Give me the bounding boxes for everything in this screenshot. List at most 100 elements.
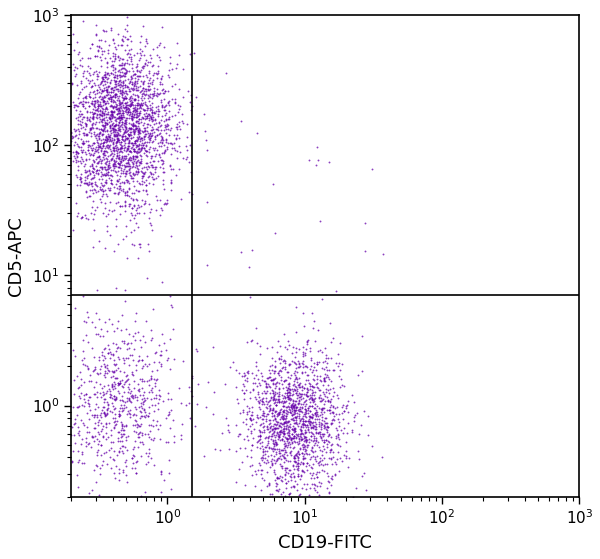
Point — [137, 383, 146, 392]
Point — [307, 432, 316, 440]
Point — [86, 179, 96, 188]
Point — [120, 201, 130, 210]
Point — [316, 377, 326, 386]
Point — [111, 90, 121, 99]
Point — [126, 194, 136, 203]
Point — [125, 152, 134, 161]
Point — [103, 75, 112, 84]
Point — [283, 468, 293, 477]
Point — [117, 141, 127, 150]
Point — [146, 374, 156, 383]
Point — [124, 154, 134, 163]
Point — [94, 169, 103, 178]
Point — [81, 437, 91, 446]
Point — [148, 98, 157, 107]
Point — [119, 119, 128, 127]
Point — [149, 145, 158, 154]
Point — [134, 148, 144, 157]
Point — [103, 110, 112, 119]
Point — [229, 358, 238, 367]
Point — [105, 144, 115, 153]
Point — [138, 127, 148, 136]
Point — [119, 339, 128, 348]
Point — [110, 158, 119, 167]
Point — [166, 300, 176, 309]
Point — [274, 371, 284, 380]
Point — [151, 378, 160, 387]
Point — [274, 417, 283, 426]
Point — [124, 119, 134, 127]
Point — [268, 386, 277, 395]
Point — [131, 402, 140, 411]
Point — [296, 426, 306, 435]
Point — [128, 67, 138, 76]
Point — [121, 86, 130, 95]
Point — [278, 420, 288, 429]
Point — [176, 430, 185, 439]
Point — [127, 79, 137, 88]
Point — [127, 124, 136, 133]
Point — [109, 160, 118, 169]
Point — [82, 188, 91, 197]
Point — [274, 447, 284, 456]
Point — [77, 154, 87, 163]
Point — [277, 463, 287, 472]
Point — [150, 401, 160, 410]
Point — [113, 120, 122, 129]
Point — [143, 82, 152, 91]
Point — [110, 51, 120, 60]
Point — [283, 434, 292, 443]
Point — [150, 349, 160, 358]
Point — [298, 400, 308, 409]
Point — [133, 99, 143, 108]
Point — [86, 144, 95, 153]
Point — [100, 109, 109, 118]
Point — [132, 104, 142, 113]
Point — [88, 155, 97, 164]
Point — [113, 240, 123, 249]
Point — [334, 422, 344, 431]
Point — [76, 60, 85, 69]
Point — [118, 97, 127, 106]
Point — [77, 145, 86, 154]
Point — [167, 82, 176, 91]
Point — [105, 140, 115, 149]
Point — [272, 420, 281, 429]
Point — [275, 427, 285, 435]
Point — [325, 445, 334, 454]
Point — [134, 67, 143, 75]
Point — [301, 423, 311, 432]
Point — [105, 78, 115, 87]
Point — [125, 215, 135, 224]
Point — [125, 97, 135, 106]
Point — [103, 81, 113, 90]
Point — [125, 77, 135, 86]
Point — [98, 152, 108, 161]
Point — [301, 350, 310, 359]
Point — [104, 117, 114, 126]
Point — [224, 444, 233, 453]
Point — [95, 183, 104, 192]
Point — [302, 440, 312, 449]
Point — [259, 448, 268, 457]
Point — [298, 352, 308, 361]
Point — [133, 327, 142, 336]
Point — [103, 126, 112, 135]
Point — [75, 107, 85, 116]
Point — [113, 104, 123, 113]
Point — [146, 220, 155, 229]
Point — [328, 392, 338, 401]
Point — [72, 180, 82, 189]
Point — [172, 39, 182, 48]
Point — [122, 50, 131, 59]
Point — [296, 425, 305, 434]
Point — [294, 450, 304, 459]
Point — [133, 59, 142, 68]
Point — [92, 369, 101, 378]
Point — [128, 89, 138, 98]
Point — [158, 135, 168, 144]
Point — [247, 411, 256, 420]
Point — [269, 439, 278, 448]
Point — [111, 140, 121, 149]
Point — [132, 149, 142, 158]
